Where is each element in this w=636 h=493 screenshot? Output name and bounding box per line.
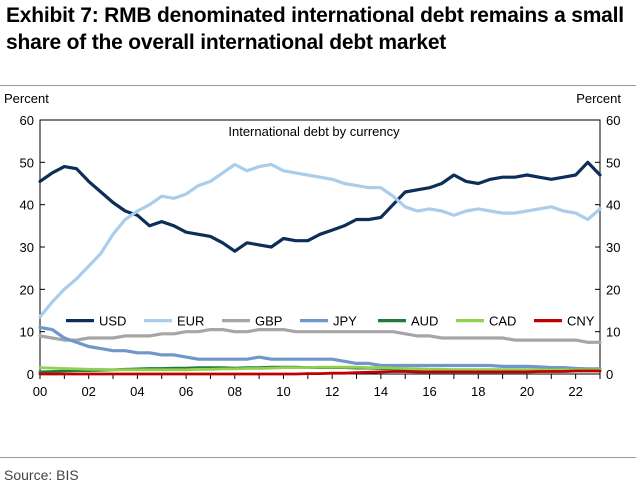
- legend-label-cny: CNY: [567, 314, 595, 329]
- source-note: Source: BIS: [4, 467, 79, 483]
- y-tick-label-left: 30: [20, 240, 34, 255]
- x-tick-label: 02: [81, 384, 95, 399]
- top-divider: [0, 85, 636, 86]
- y-tick-label-right: 10: [606, 325, 620, 340]
- exhibit-title: Exhibit 7: RMB denominated international…: [6, 4, 624, 54]
- y-tick-label-right: 0: [606, 367, 613, 382]
- legend-label-usd: USD: [99, 314, 126, 329]
- y-tick-label-right: 40: [606, 198, 620, 213]
- y-tick-label-left: 20: [20, 282, 34, 297]
- y-tick-label-right: 30: [606, 240, 620, 255]
- y-tick-label-right: 60: [606, 113, 620, 128]
- series-line-eur: [38, 162, 602, 319]
- legend-label-jpy: JPY: [333, 314, 357, 329]
- x-tick-label: 10: [276, 384, 290, 399]
- y-axis-label-right: Percent: [576, 91, 621, 106]
- x-tick-label: 16: [422, 384, 436, 399]
- x-tick-label: 04: [130, 384, 144, 399]
- series-line-cad: [38, 365, 602, 372]
- y-tick-label-right: 20: [606, 282, 620, 297]
- series-line-cny: [38, 369, 602, 376]
- legend-label-aud: AUD: [411, 314, 438, 329]
- legend-label-eur: EUR: [177, 314, 204, 329]
- x-tick-label: 14: [374, 384, 388, 399]
- y-tick-label-left: 10: [20, 325, 34, 340]
- x-tick-label: 08: [228, 384, 242, 399]
- y-tick-label-left: 40: [20, 198, 34, 213]
- legend-label-gbp: GBP: [255, 314, 282, 329]
- series-line-gbp: [38, 328, 602, 344]
- y-tick-label-left: 50: [20, 155, 34, 170]
- legend-label-cad: CAD: [489, 314, 516, 329]
- series-line-jpy: [38, 325, 602, 371]
- x-tick-label: 18: [471, 384, 485, 399]
- x-tick-label: 12: [325, 384, 339, 399]
- y-tick-label-left: 60: [20, 113, 34, 128]
- y-axis-label-left: Percent: [4, 91, 49, 106]
- x-tick-label: 00: [33, 384, 47, 399]
- x-tick-label: 20: [520, 384, 534, 399]
- chart-inner-title: International debt by currency: [228, 124, 400, 139]
- x-tick-label: 06: [179, 384, 193, 399]
- y-tick-label-left: 0: [27, 367, 34, 382]
- y-tick-label-right: 50: [606, 155, 620, 170]
- x-tick-label: 22: [568, 384, 582, 399]
- bottom-divider: [0, 457, 636, 458]
